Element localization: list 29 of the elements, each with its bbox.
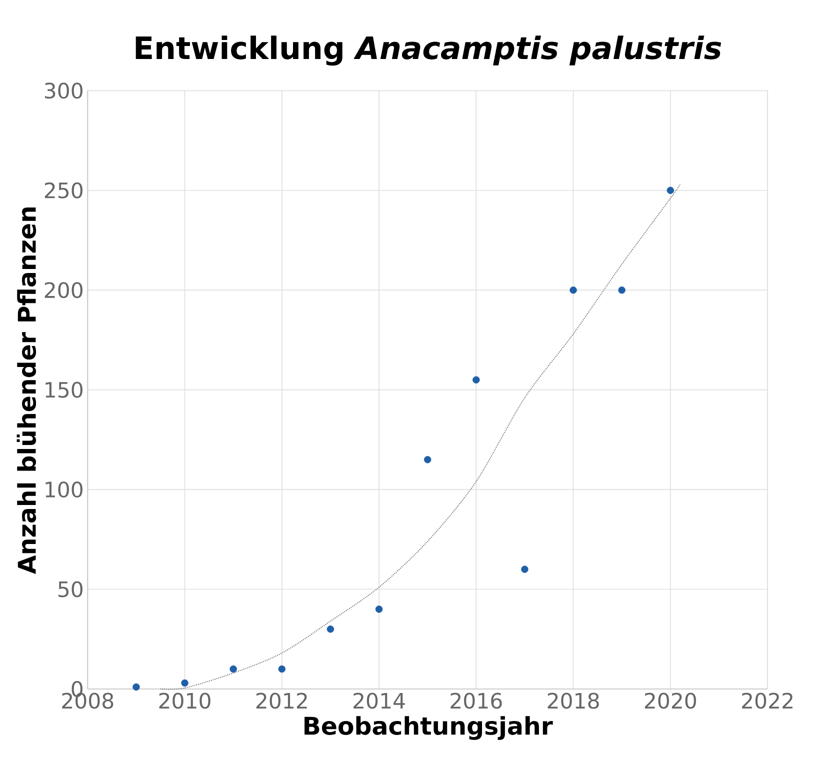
point (230, 665, 237, 672)
point (618, 286, 626, 294)
y-tick-label: 200 (44, 282, 82, 298)
chart-title: Entwicklung Anacamptis palustris (136, 35, 722, 66)
x-tick-label: 2012 (256, 692, 307, 709)
x-tick-label: 2020 (644, 692, 696, 709)
y-tick-label: 100 (46, 481, 82, 498)
x-tick-label: 2016 (450, 692, 502, 709)
point (666, 186, 674, 194)
point (375, 605, 383, 613)
line-series (160, 184, 681, 690)
x-tick-label: 2014 (354, 692, 405, 709)
y-tick-label: 50 (58, 580, 82, 598)
y-axis-title: Anzahl blühender Pflanzen (16, 207, 36, 574)
point (570, 286, 577, 294)
y-tick-label: 300 (44, 82, 82, 98)
point (424, 456, 432, 463)
y-tick-label: 150 (46, 382, 82, 398)
x-tick-label: 2010 (159, 692, 210, 709)
point (132, 683, 140, 690)
x-tick-label: 2022 (742, 692, 792, 709)
point (181, 679, 188, 686)
point (472, 376, 480, 384)
point (326, 625, 334, 633)
point (278, 665, 286, 672)
point (521, 565, 528, 573)
y-tick-label: 250 (44, 182, 82, 198)
x-tick-label: 2018 (548, 692, 599, 709)
x-axis-title: Beobachtungsjahr (304, 716, 553, 740)
